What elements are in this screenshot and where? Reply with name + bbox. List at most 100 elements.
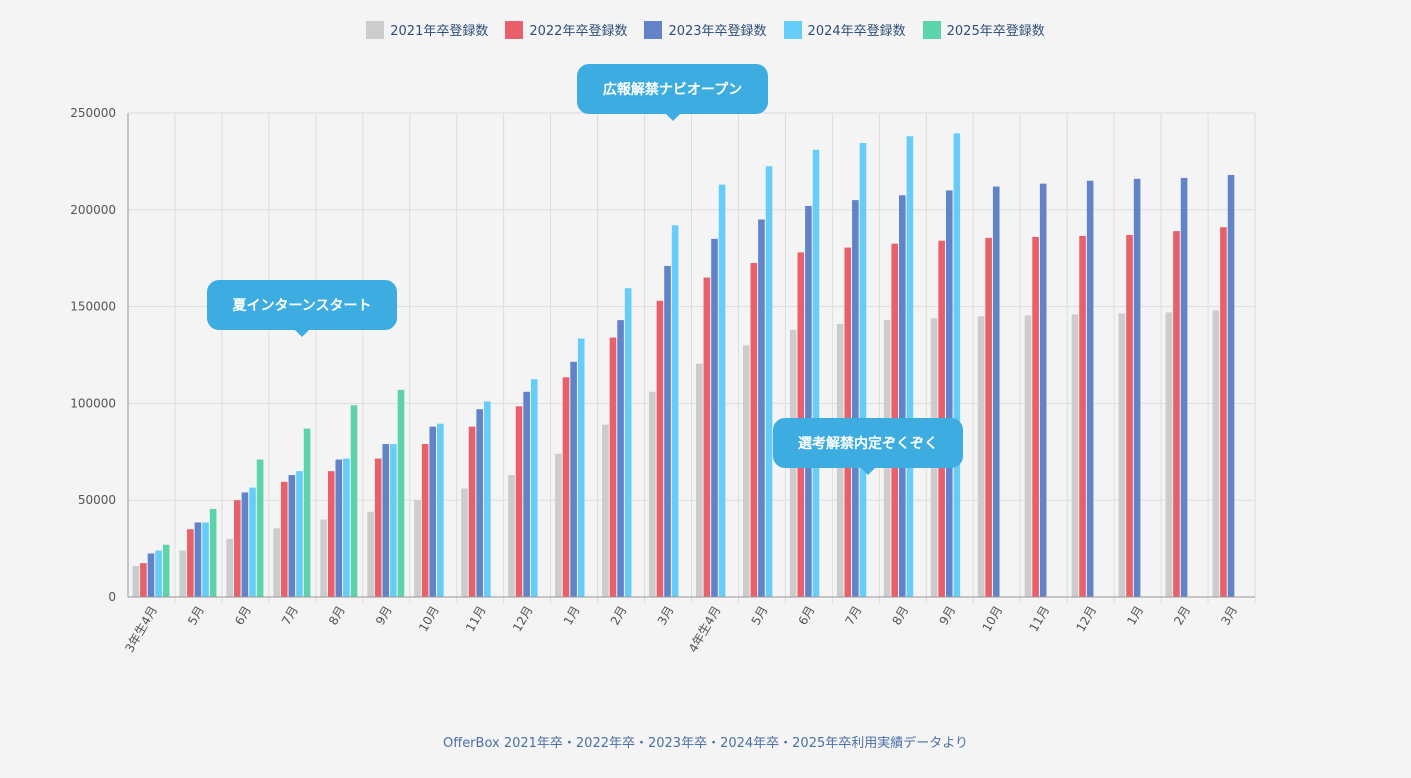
bar-2024年卒登録数[interactable] <box>296 471 303 597</box>
bar-2023年卒登録数[interactable] <box>335 459 343 597</box>
bar-2021年卒登録数[interactable] <box>273 528 280 597</box>
bar-2023年卒登録数[interactable] <box>758 219 765 598</box>
bar-2021年卒登録数[interactable] <box>226 538 233 597</box>
bar-2023年卒登録数[interactable] <box>1039 183 1047 597</box>
legend-item-2021[interactable]: 2021年卒登録数 <box>366 20 488 39</box>
bar-2022年卒登録数[interactable] <box>421 444 429 597</box>
bar-2022年卒登録数[interactable] <box>609 337 617 597</box>
bar-2021年卒登録数[interactable] <box>1212 310 1220 597</box>
legend-item-2022[interactable]: 2022年卒登録数 <box>505 20 627 39</box>
bar-2023年卒登録数[interactable] <box>1133 178 1141 597</box>
bar-2021年卒登録数[interactable] <box>320 519 327 597</box>
bar-2021年卒登録数[interactable] <box>602 424 609 597</box>
bar-2021年卒登録数[interactable] <box>132 566 140 597</box>
bar-2022年卒登録数[interactable] <box>1220 227 1227 597</box>
bar-2021年卒登録数[interactable] <box>508 475 515 597</box>
callout-summer-intern: 夏インターンスタート <box>207 280 397 337</box>
y-tick-labels: 0 50000 100000 150000 200000 250000 <box>70 106 116 604</box>
bar-2023年卒登録数[interactable] <box>664 265 671 597</box>
bar-2021年卒登録数[interactable] <box>555 453 562 597</box>
bar-2023年卒登録数[interactable] <box>147 553 155 597</box>
bars <box>132 133 1235 598</box>
bar-2021年卒登録数[interactable] <box>414 500 421 597</box>
bar-2022年卒登録数[interactable] <box>562 377 570 597</box>
legend-item-2024[interactable]: 2024年卒登録数 <box>783 20 906 39</box>
bar-2021年卒登録数[interactable] <box>649 391 656 597</box>
bar-2022年卒登録数[interactable] <box>374 458 382 597</box>
chart-legend: 2021年卒登録数 2022年卒登録数 2023年卒登録数 2024年卒登録数 … <box>0 20 1411 39</box>
x-tick-label: 4年生4月 <box>686 604 724 655</box>
bar-2024年卒登録数[interactable] <box>343 458 350 597</box>
bar-2023年卒登録数[interactable] <box>429 426 437 597</box>
legend-item-2023[interactable]: 2023年卒登録数 <box>644 20 767 39</box>
bar-2024年卒登録数[interactable] <box>906 136 914 597</box>
bar-2021年卒登録数[interactable] <box>1071 314 1079 597</box>
bar-2021年卒登録数[interactable] <box>179 550 187 597</box>
bar-2025年卒登録数[interactable] <box>350 405 358 597</box>
bar-2021年卒登録数[interactable] <box>695 363 703 597</box>
bar-2025年卒登録数[interactable] <box>162 544 170 597</box>
bar-2022年卒登録数[interactable] <box>703 277 711 597</box>
legend-label-2023: 2023年卒登録数 <box>668 24 767 39</box>
bar-2024年卒登録数[interactable] <box>765 166 773 598</box>
bar-2024年卒登録数[interactable] <box>577 338 585 597</box>
bar-2022年卒登録数[interactable] <box>280 481 288 597</box>
bar-2024年卒登録数[interactable] <box>718 184 726 597</box>
bar-2024年卒登録数[interactable] <box>859 143 867 597</box>
bar-2023年卒登録数[interactable] <box>476 409 483 597</box>
bar-2022年卒登録数[interactable] <box>140 563 147 597</box>
bar-2023年卒登録数[interactable] <box>945 190 953 597</box>
bar-2023年卒登録数[interactable] <box>1227 174 1235 597</box>
bar-2024年卒登録数[interactable] <box>812 149 820 597</box>
bar-2023年卒登録数[interactable] <box>382 444 390 597</box>
bar-2023年卒登録数[interactable] <box>1180 177 1188 597</box>
bar-2023年卒登録数[interactable] <box>899 195 906 597</box>
bar-2022年卒登録数[interactable] <box>1173 231 1180 597</box>
bar-2022年卒登録数[interactable] <box>1126 234 1133 597</box>
bar-2023年卒登録数[interactable] <box>992 186 1000 597</box>
bar-2024年卒登録数[interactable] <box>624 288 632 597</box>
bar-2023年卒登録数[interactable] <box>194 522 202 597</box>
bar-2023年卒登録数[interactable] <box>852 200 859 597</box>
bar-2023年卒登録数[interactable] <box>570 361 577 597</box>
bar-2021年卒登録数[interactable] <box>977 316 985 597</box>
bar-2021年卒登録数[interactable] <box>367 511 374 597</box>
bar-2022年卒登録数[interactable] <box>750 263 758 597</box>
bar-2024年卒登録数[interactable] <box>202 522 209 597</box>
bar-2022年卒登録数[interactable] <box>187 529 194 597</box>
bar-2024年卒登録数[interactable] <box>390 444 397 597</box>
bar-2023年卒登録数[interactable] <box>805 205 812 598</box>
bar-2021年卒登録数[interactable] <box>1024 315 1032 597</box>
bar-2025年卒登録数[interactable] <box>256 459 264 597</box>
bar-2023年卒登録数[interactable] <box>1086 180 1094 597</box>
bar-2024年卒登録数[interactable] <box>953 133 961 597</box>
bar-2021年卒登録数[interactable] <box>461 488 468 597</box>
bar-2022年卒登録数[interactable] <box>1079 235 1086 597</box>
bar-2022年卒登録数[interactable] <box>1032 236 1039 598</box>
legend-item-2025[interactable]: 2025年卒登録数 <box>922 20 1045 39</box>
bar-2022年卒登録数[interactable] <box>327 471 335 597</box>
bar-2024年卒登録数[interactable] <box>530 379 538 597</box>
bar-2023年卒登録数[interactable] <box>241 492 249 597</box>
bar-2024年卒登録数[interactable] <box>483 401 491 597</box>
bar-2022年卒登録数[interactable] <box>515 406 523 597</box>
bar-2021年卒登録数[interactable] <box>1118 313 1126 597</box>
bar-2023年卒登録数[interactable] <box>523 391 530 597</box>
bar-2025年卒登録数[interactable] <box>303 428 311 597</box>
bar-2025年卒登録数[interactable] <box>397 389 405 597</box>
bar-2023年卒登録数[interactable] <box>617 320 624 597</box>
bar-2022年卒登録数[interactable] <box>233 500 241 597</box>
bar-2022年卒登録数[interactable] <box>468 426 476 597</box>
bar-2024年卒登録数[interactable] <box>155 550 162 597</box>
bar-2024年卒登録数[interactable] <box>671 225 679 597</box>
bar-2021年卒登録数[interactable] <box>742 345 750 597</box>
bar-2021年卒登録数[interactable] <box>1165 312 1173 597</box>
bar-2023年卒登録数[interactable] <box>711 238 718 597</box>
legend-swatch-2024 <box>783 20 802 39</box>
bar-2025年卒登録数[interactable] <box>209 508 217 597</box>
bar-2024年卒登録数[interactable] <box>437 423 444 597</box>
bar-2024年卒登録数[interactable] <box>249 487 256 597</box>
bar-2022年卒登録数[interactable] <box>656 300 664 597</box>
bar-2023年卒登録数[interactable] <box>288 475 296 597</box>
bar-2022年卒登録数[interactable] <box>985 237 992 597</box>
